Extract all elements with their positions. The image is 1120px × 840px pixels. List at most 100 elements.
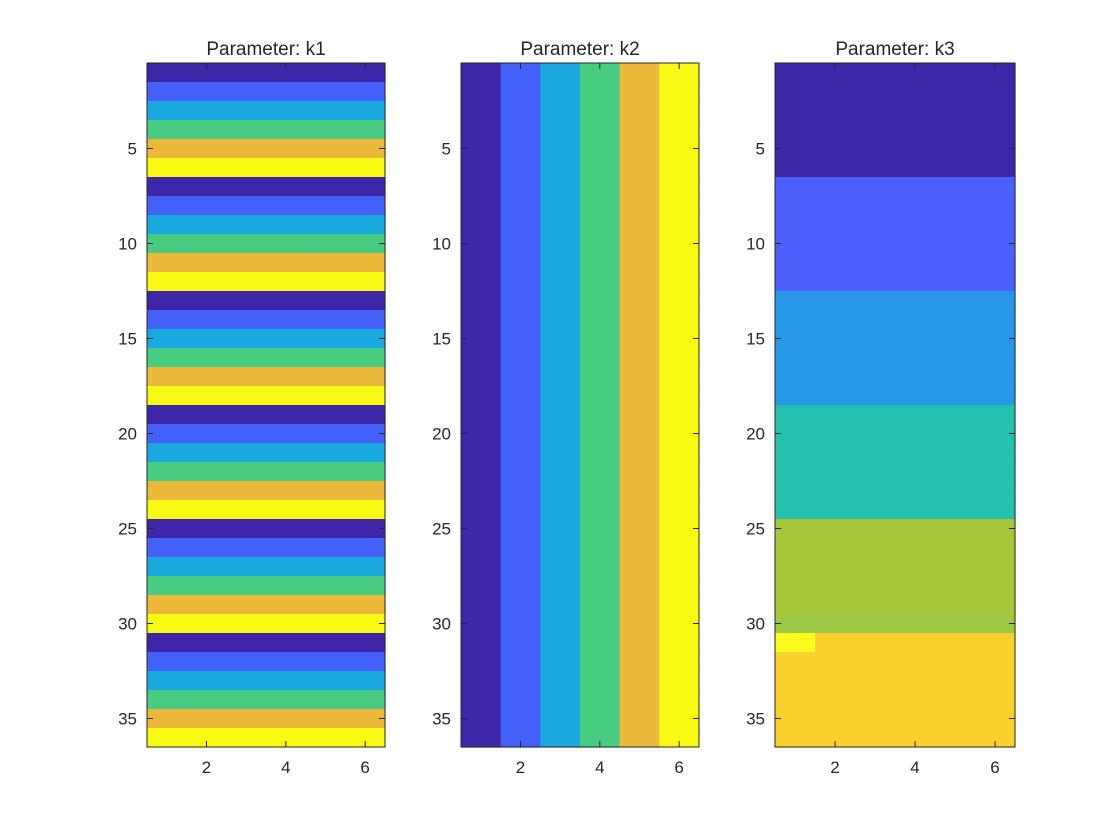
heatmap-cell — [775, 272, 816, 292]
heatmap-cell — [461, 291, 502, 311]
heatmap-cell — [186, 519, 227, 539]
heatmap-cell — [305, 291, 346, 311]
heatmap-cell — [935, 424, 976, 444]
heatmap-cell — [461, 595, 502, 615]
y-tick-label: 25 — [118, 520, 137, 539]
heatmap-cell — [500, 234, 541, 254]
subplot-k1-heatmap-cells — [147, 63, 386, 748]
heatmap-cell — [815, 158, 856, 178]
heatmap-cell — [580, 633, 621, 653]
heatmap-cell — [540, 481, 581, 501]
heatmap-cell — [345, 462, 386, 482]
heatmap-cell — [815, 424, 856, 444]
heatmap-cell — [147, 538, 188, 558]
heatmap-cell — [815, 500, 856, 520]
heatmap-cell — [147, 82, 188, 102]
heatmap-cell — [500, 538, 541, 558]
heatmap-cell — [775, 557, 816, 577]
heatmap-cell — [540, 462, 581, 482]
heatmap-cell — [305, 690, 346, 710]
heatmap-cell — [580, 348, 621, 368]
y-tick-label: 15 — [432, 330, 451, 349]
heatmap-cell — [266, 728, 307, 748]
heatmap-cell — [461, 671, 502, 691]
x-tick-label: 2 — [202, 758, 211, 777]
heatmap-cell — [895, 652, 936, 672]
heatmap-cell — [775, 633, 816, 653]
heatmap-cell — [226, 462, 267, 482]
heatmap-cell — [186, 215, 227, 235]
heatmap-cell — [500, 443, 541, 463]
heatmap-cell — [855, 633, 896, 653]
heatmap-cell — [461, 462, 502, 482]
heatmap-cell — [580, 234, 621, 254]
heatmap-cell — [540, 728, 581, 748]
heatmap-cell — [619, 101, 660, 121]
heatmap-cell — [266, 462, 307, 482]
heatmap-cell — [305, 576, 346, 596]
heatmap-cell — [226, 614, 267, 634]
heatmap-cell — [345, 329, 386, 349]
heatmap-cell — [461, 158, 502, 178]
heatmap-cell — [659, 443, 700, 463]
heatmap-cell — [147, 120, 188, 140]
heatmap-cell — [775, 576, 816, 596]
heatmap-cell — [461, 310, 502, 330]
heatmap-cell — [855, 253, 896, 273]
x-tick-label: 6 — [360, 758, 369, 777]
heatmap-cell — [266, 196, 307, 216]
heatmap-cell — [659, 82, 700, 102]
heatmap-cell — [186, 158, 227, 178]
heatmap-cell — [895, 139, 936, 159]
heatmap-cell — [855, 234, 896, 254]
heatmap-cell — [619, 177, 660, 197]
heatmap-cell — [461, 519, 502, 539]
heatmap-cell — [975, 690, 1016, 710]
heatmap-cell — [540, 690, 581, 710]
subplot-k3-axes-box — [774, 62, 1016, 748]
y-tick-label: 5 — [128, 140, 137, 159]
heatmap-cell — [935, 101, 976, 121]
heatmap-cell — [305, 405, 346, 425]
heatmap-cell — [540, 196, 581, 216]
heatmap-cell — [147, 519, 188, 539]
heatmap-cell — [147, 576, 188, 596]
heatmap-cell — [580, 652, 621, 672]
heatmap-cell — [147, 63, 188, 83]
heatmap-cell — [580, 538, 621, 558]
heatmap-cell — [855, 196, 896, 216]
heatmap-cell — [775, 310, 816, 330]
heatmap-cell — [226, 709, 267, 729]
heatmap-cell — [975, 310, 1016, 330]
heatmap-cell — [775, 595, 816, 615]
heatmap-cell — [855, 405, 896, 425]
heatmap-cell — [815, 728, 856, 748]
heatmap-cell — [345, 728, 386, 748]
heatmap-cell — [895, 253, 936, 273]
heatmap-cell — [975, 481, 1016, 501]
heatmap-cell — [775, 177, 816, 197]
heatmap-cell — [619, 120, 660, 140]
heatmap-cell — [500, 253, 541, 273]
heatmap-cell — [345, 386, 386, 406]
heatmap-cell — [147, 348, 188, 368]
heatmap-cell — [855, 443, 896, 463]
heatmap-cell — [345, 652, 386, 672]
heatmap-cell — [186, 329, 227, 349]
y-tick-label: 10 — [432, 235, 451, 254]
heatmap-cell — [975, 82, 1016, 102]
heatmap-cell — [500, 462, 541, 482]
subplot-k3-ticks: 5 10 15 20 25 30 35 2 4 6 — [746, 63, 1015, 777]
heatmap-cell — [500, 633, 541, 653]
heatmap-cell — [461, 690, 502, 710]
heatmap-cell — [659, 367, 700, 387]
heatmap-cell — [461, 652, 502, 672]
heatmap-cell — [815, 538, 856, 558]
heatmap-cell — [935, 386, 976, 406]
heatmap-cell — [500, 215, 541, 235]
heatmap-cell — [775, 329, 816, 349]
heatmap-cell — [895, 443, 936, 463]
heatmap-cell — [659, 424, 700, 444]
heatmap-cell — [855, 538, 896, 558]
heatmap-cell — [266, 576, 307, 596]
